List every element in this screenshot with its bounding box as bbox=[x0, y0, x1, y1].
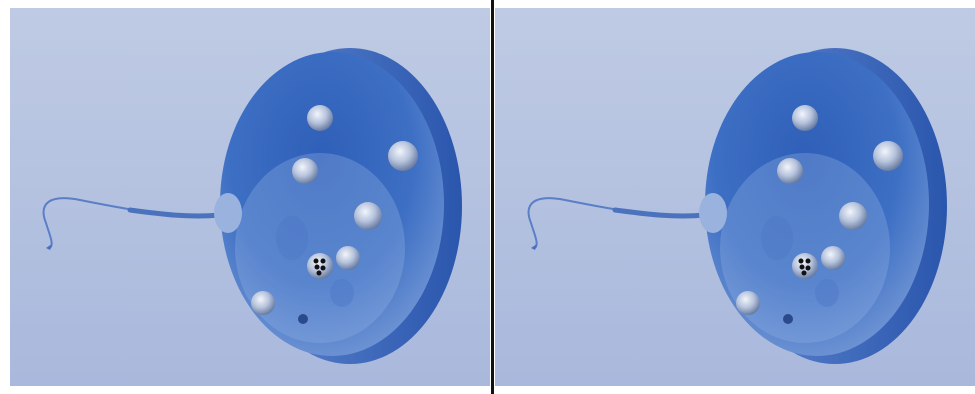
divider bbox=[491, 0, 494, 394]
right-view bbox=[495, 8, 975, 386]
left-view bbox=[10, 8, 490, 386]
